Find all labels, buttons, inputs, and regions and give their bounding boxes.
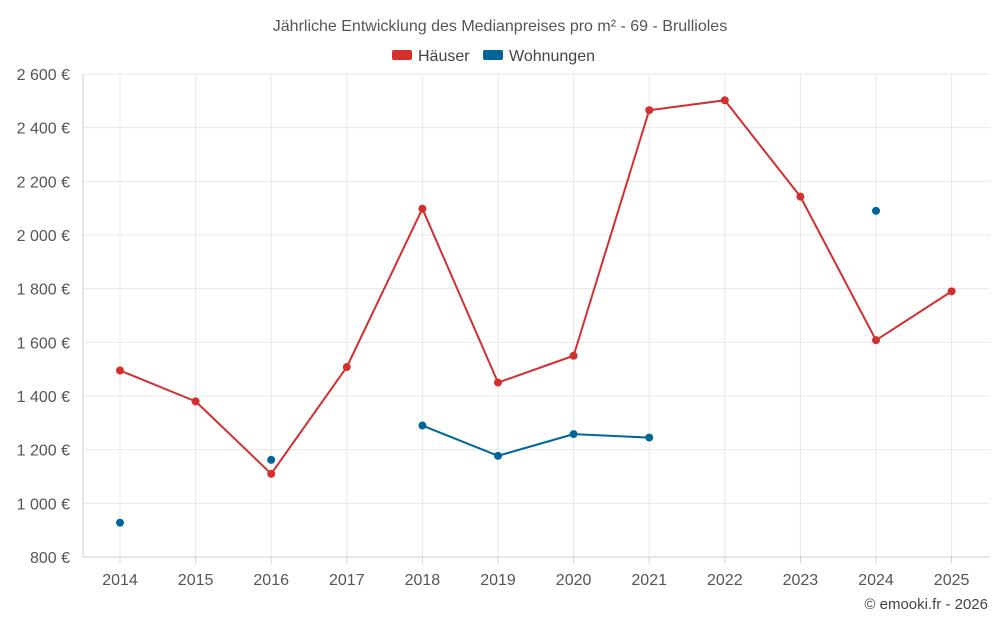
data-point-hauser[interactable] xyxy=(872,336,880,345)
axes: 800 € 1 000 € 1 200 € 1 400 € 1 600 € 1 800 €… xyxy=(17,67,990,589)
x-tick-label: 2016 xyxy=(253,572,289,589)
data-point-wohnungen[interactable] xyxy=(267,455,276,464)
data-point-wohnungen[interactable] xyxy=(569,430,578,439)
legend-swatch-wohnungen xyxy=(483,50,503,60)
data-point-hauser[interactable] xyxy=(796,192,805,201)
series xyxy=(116,96,956,527)
y-tick-label: 2 200 € xyxy=(17,174,70,191)
y-tick-label: 800 € xyxy=(30,550,70,567)
legend-label-wohnungen: Wohnungen xyxy=(509,48,595,65)
x-tick-label: 2022 xyxy=(707,572,743,589)
x-tick-label: 2025 xyxy=(934,572,970,589)
data-point-wohnungen[interactable] xyxy=(494,451,502,460)
data-point-hauser[interactable] xyxy=(569,351,578,360)
x-tick-label: 2024 xyxy=(858,572,894,589)
x-tick-label: 2015 xyxy=(178,572,214,589)
x-tick-label: 2014 xyxy=(102,572,138,589)
y-tick-label: 2 600 € xyxy=(17,67,70,84)
data-point-hauser[interactable] xyxy=(645,106,654,115)
data-point-hauser[interactable] xyxy=(418,204,427,213)
y-tick-label: 1 600 € xyxy=(17,335,70,352)
series-line-hauser xyxy=(119,99,953,475)
data-point-hauser[interactable] xyxy=(342,363,351,372)
series-wohnungen xyxy=(116,206,880,527)
data-point-hauser[interactable] xyxy=(267,469,276,478)
data-point-hauser[interactable] xyxy=(116,366,124,375)
legend-item-haeuser[interactable]: Häuser xyxy=(392,48,470,65)
grid xyxy=(83,73,990,557)
y-tick-label: 2 400 € xyxy=(17,121,70,138)
x-tick-label: 2017 xyxy=(329,572,365,589)
y-tick-label: 1 200 € xyxy=(17,443,70,460)
y-tick-label: 2 000 € xyxy=(17,228,70,245)
y-tick-label: 1 000 € xyxy=(17,496,70,513)
legend: Häuser Wohnungen xyxy=(392,48,595,65)
series-hauser xyxy=(116,96,956,478)
y-tick-label: 1 400 € xyxy=(17,389,70,406)
x-tick-label: 2021 xyxy=(631,572,667,589)
data-point-hauser[interactable] xyxy=(494,378,502,387)
data-point-hauser[interactable] xyxy=(191,397,200,406)
data-point-hauser[interactable] xyxy=(720,96,729,105)
data-point-wohnungen[interactable] xyxy=(418,421,427,430)
x-tick-label: 2020 xyxy=(556,572,592,589)
data-point-wohnungen[interactable] xyxy=(872,206,880,215)
series-line-wohnungen xyxy=(422,424,650,457)
chart-title: Jährliche Entwicklung des Medianpreises … xyxy=(273,18,727,35)
data-point-wohnungen[interactable] xyxy=(116,518,124,527)
data-point-wohnungen[interactable] xyxy=(645,433,654,442)
legend-item-wohnungen[interactable]: Wohnungen xyxy=(483,48,595,65)
legend-swatch-haeuser xyxy=(392,50,412,60)
data-point-hauser[interactable] xyxy=(947,287,956,296)
x-tick-label: 2019 xyxy=(480,572,516,589)
x-tick-label: 2023 xyxy=(783,572,819,589)
credit: © emooki.fr - 2026 xyxy=(864,596,988,613)
y-tick-label: 1 800 € xyxy=(17,282,70,299)
legend-label-haeuser: Häuser xyxy=(418,48,470,65)
x-tick-label: 2018 xyxy=(405,572,441,589)
